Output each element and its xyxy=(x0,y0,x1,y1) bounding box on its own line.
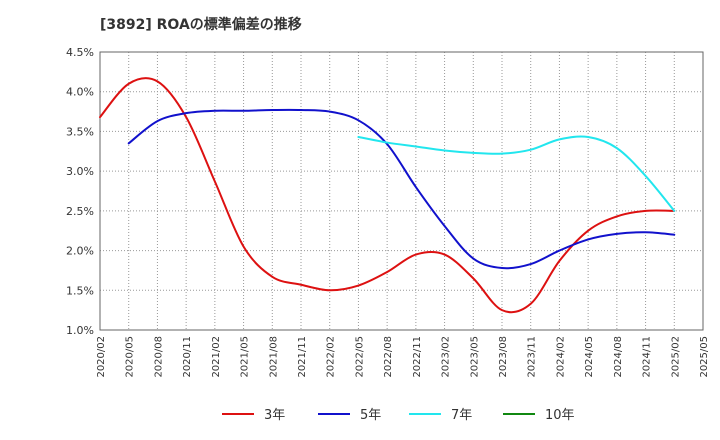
y-tick-label: 3.5% xyxy=(66,125,94,138)
x-tick-label: 2023/08 xyxy=(498,336,509,378)
x-tick-label: 2022/02 xyxy=(326,336,337,378)
x-tick-label: 2024/05 xyxy=(584,336,595,378)
legend-label-1: 5年 xyxy=(360,408,381,423)
y-tick-label: 2.5% xyxy=(66,205,94,218)
series-line-2 xyxy=(357,135,676,212)
x-tick-label: 2020/05 xyxy=(125,336,136,378)
x-tick-label: 2022/05 xyxy=(354,336,365,378)
x-tick-label: 2022/08 xyxy=(383,336,394,378)
x-tick-label: 2021/05 xyxy=(240,336,251,378)
x-tick-label: 2021/11 xyxy=(297,336,308,378)
chart-title: [3892] ROAの標準偏差の推移 xyxy=(100,17,302,33)
x-tick-label: 2024/11 xyxy=(642,336,653,378)
x-tick-label: 2020/02 xyxy=(96,336,107,378)
y-tick-label: 2.0% xyxy=(66,245,94,258)
x-tick-label: 2024/02 xyxy=(555,336,566,378)
plot-frame xyxy=(99,51,704,331)
legend-label-3: 10年 xyxy=(545,408,575,423)
y-tick-label: 4.5% xyxy=(66,46,94,59)
x-tick-label: 2020/11 xyxy=(182,336,193,378)
series-line-1 xyxy=(127,108,676,270)
y-tick-label: 1.5% xyxy=(66,284,94,297)
series-line-0 xyxy=(99,77,676,314)
x-tick-label: 2023/11 xyxy=(527,336,538,378)
x-tick-label: 2022/11 xyxy=(412,336,423,378)
x-tick-label: 2024/08 xyxy=(613,336,624,378)
y-tick-label: 4.0% xyxy=(66,86,94,99)
y-tick-label: 3.0% xyxy=(66,165,94,178)
legend-label-2: 7年 xyxy=(451,408,472,423)
x-tick-label: 2021/08 xyxy=(268,336,279,378)
x-tick-label: 2020/08 xyxy=(153,336,164,378)
x-tick-label: 2023/05 xyxy=(469,336,480,378)
legend-label-0: 3年 xyxy=(264,408,285,423)
x-tick-label: 2021/02 xyxy=(211,336,222,378)
y-tick-label: 1.0% xyxy=(66,324,94,337)
x-tick-label: 2025/05 xyxy=(699,336,710,378)
x-tick-label: 2025/02 xyxy=(670,336,681,378)
x-tick-label: 2023/02 xyxy=(441,336,452,378)
